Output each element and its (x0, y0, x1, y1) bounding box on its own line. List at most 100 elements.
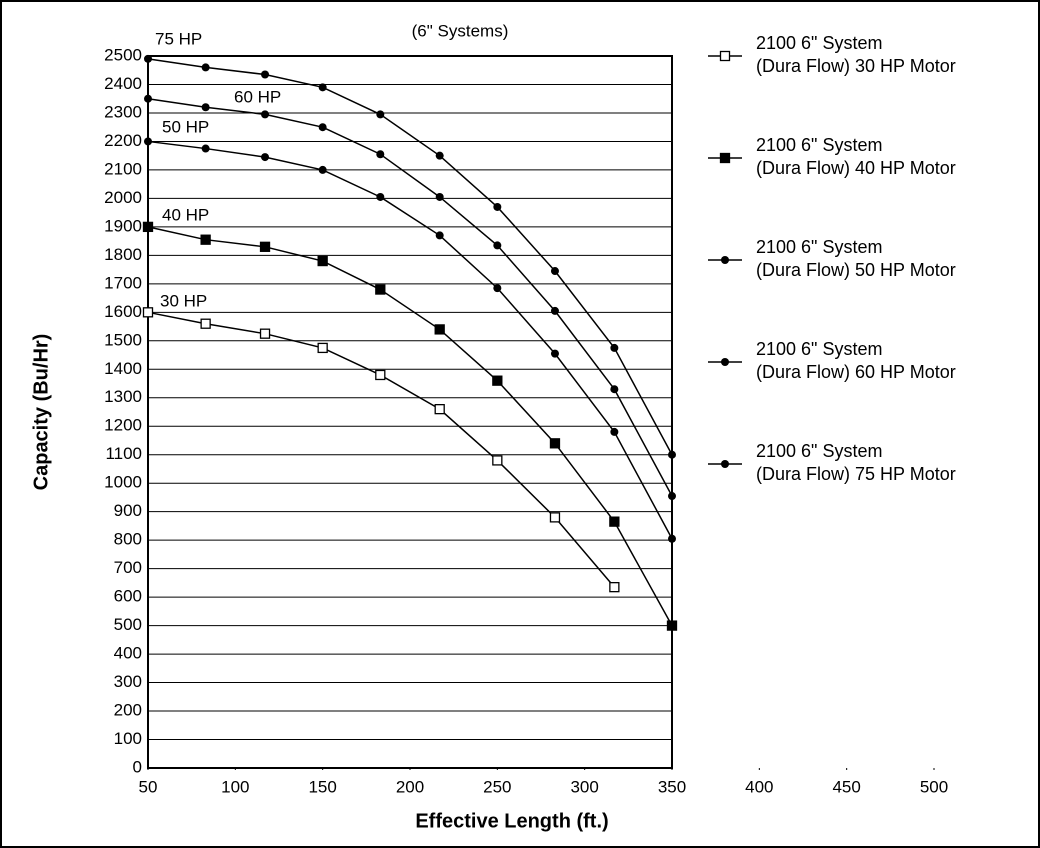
x-tick-label: 250 (483, 777, 511, 796)
point (142, 307, 154, 318)
legend: 2100 6" System (Dura Flow) 30 HP Motor 21… (708, 32, 1038, 542)
point (375, 284, 386, 295)
legend-marker (721, 256, 729, 264)
series-line (147, 140, 673, 540)
x-tick-label: 200 (396, 777, 424, 796)
point (261, 70, 270, 79)
annotation: 50 HP (162, 117, 209, 136)
point (550, 349, 559, 358)
point (549, 512, 561, 523)
point (668, 492, 676, 501)
point (261, 153, 270, 162)
point (200, 234, 211, 245)
point (144, 94, 152, 103)
point (375, 369, 386, 381)
point (550, 306, 559, 315)
point (549, 438, 561, 449)
point (435, 151, 444, 160)
point (317, 255, 328, 267)
y-tick-label: 800 (114, 530, 142, 549)
y-tick-label: 400 (114, 644, 142, 663)
y-tick-label: 300 (114, 672, 142, 691)
point (259, 241, 271, 252)
legend-entry: 2100 6" System (Dura Flow) 60 HP Motor (708, 338, 1038, 440)
point (493, 241, 502, 250)
point (609, 516, 620, 527)
point (493, 202, 502, 211)
annotation: 30 HP (160, 291, 207, 310)
x-tick-label: 100 (221, 777, 249, 796)
point (317, 342, 328, 354)
legend-entry: 2100 6" System (Dura Flow) 40 HP Motor (708, 134, 1038, 236)
y-tick-label: 1400 (104, 359, 142, 378)
legend-label: 2100 6" System (Dura Flow) 50 HP Motor (756, 237, 956, 280)
point (435, 231, 444, 240)
y-tick-label: 1300 (104, 387, 142, 406)
y-tick-label: 1700 (104, 273, 142, 292)
point (376, 192, 385, 201)
legend-label: 2100 6" System (Dura Flow) 40 HP Motor (756, 135, 956, 178)
x-tick-label: 350 (658, 777, 686, 796)
legend-label: 2100 6" System (Dura Flow) 60 HP Motor (756, 339, 956, 382)
x-tick-label: 450 (832, 777, 860, 796)
point (435, 192, 444, 201)
point (493, 284, 502, 293)
point (609, 582, 620, 593)
x-tick-label: 500 (920, 777, 948, 796)
annotation: 40 HP (162, 205, 209, 224)
y-tick-label: 2400 (104, 74, 142, 93)
legend-marker (719, 50, 731, 62)
y-tick-label: 1200 (104, 416, 142, 435)
y-tick-label: 2500 (104, 45, 142, 64)
annotation: 75 HP (155, 29, 202, 48)
point (434, 404, 445, 415)
legend-entry: 2100 6" System (Dura Flow) 30 HP Motor (708, 32, 1038, 134)
point (610, 427, 619, 436)
point (144, 137, 152, 146)
y-tick-label: 1800 (104, 245, 142, 264)
point (200, 318, 211, 329)
point (261, 110, 270, 119)
legend-marker (721, 358, 729, 366)
x-axis-label: Effective Length (ft.) (415, 810, 608, 832)
point (376, 150, 385, 159)
series-line (147, 97, 673, 497)
chart-title: (6" Systems) (412, 21, 509, 40)
series-line (147, 58, 673, 456)
point (201, 144, 210, 153)
point (610, 343, 619, 352)
point (610, 385, 619, 394)
series-line (147, 226, 673, 626)
legend-swatch (708, 358, 742, 366)
legend-label: 2100 6" System (Dura Flow) 30 HP Motor (756, 33, 956, 76)
point (376, 110, 385, 119)
y-tick-label: 200 (114, 701, 142, 720)
legend-marker (719, 152, 731, 164)
legend-entry: 2100 6" System (Dura Flow) 75 HP Motor (708, 440, 1038, 542)
point (318, 123, 327, 132)
y-tick-label: 100 (114, 729, 142, 748)
y-tick-label: 1600 (104, 302, 142, 321)
y-tick-label: 1100 (105, 444, 142, 463)
y-tick-label: 2100 (104, 159, 142, 178)
x-tick-label: 150 (308, 777, 336, 796)
y-tick-label: 2000 (104, 188, 142, 207)
series-line (147, 311, 615, 588)
point (318, 165, 327, 174)
x-tick-label: 400 (745, 777, 773, 796)
y-tick-label: 1900 (104, 216, 142, 235)
legend-swatch (708, 50, 742, 62)
y-tick-label: 2300 (104, 102, 142, 121)
point (492, 375, 503, 386)
point (259, 328, 271, 339)
point (492, 455, 503, 466)
y-tick-label: 500 (114, 615, 142, 634)
point (142, 221, 154, 233)
point (668, 450, 676, 459)
annotation: 60 HP (234, 87, 281, 106)
point (318, 83, 327, 92)
y-tick-label: 1500 (104, 330, 142, 349)
